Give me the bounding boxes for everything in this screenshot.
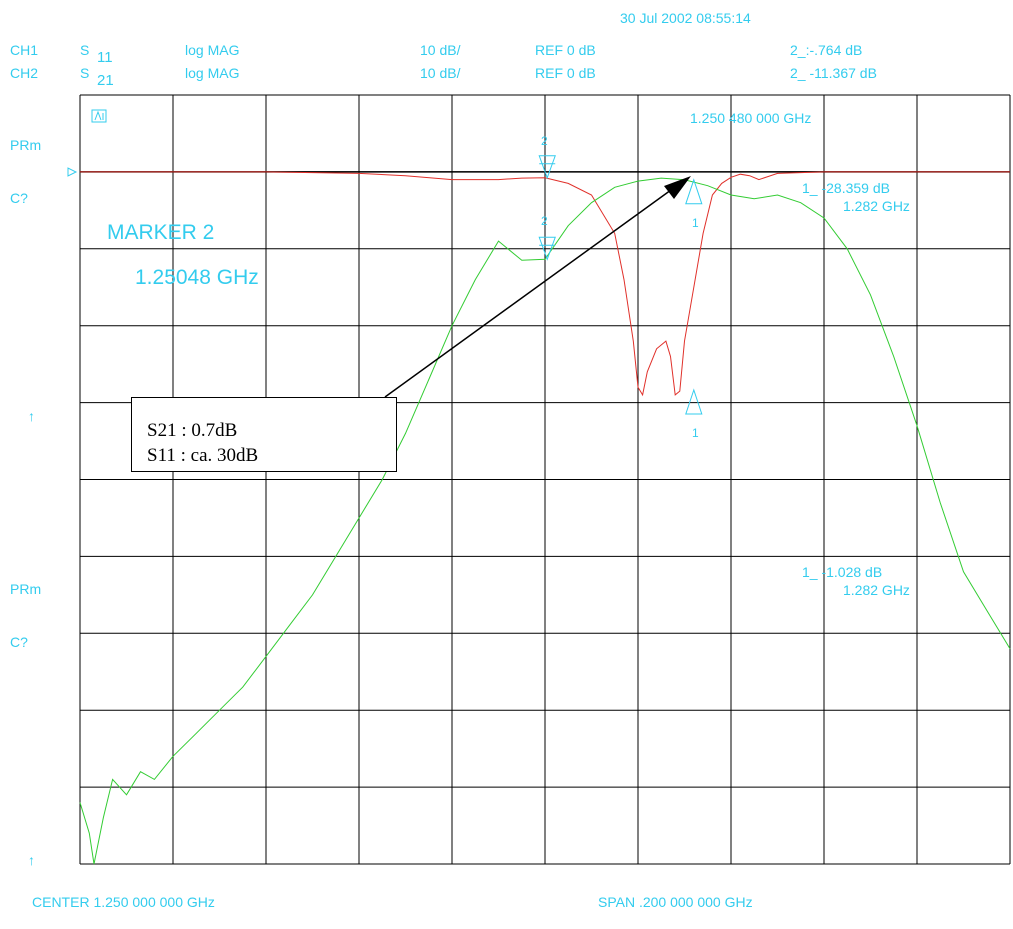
- marker-1-number: 1: [692, 216, 699, 230]
- format-label: log MAG: [185, 65, 240, 81]
- annotation-box: S21 : 0.7dB S11 : ca. 30dB: [131, 397, 397, 472]
- span-label: SPAN .200 000 000 GHz: [598, 894, 753, 910]
- marker-2-number: 2: [541, 134, 548, 148]
- marker-1-triangle: [685, 388, 703, 415]
- reference-pointer-icon: [67, 167, 78, 177]
- marker-1-s11-value: 1_ -28.359 dB: [802, 180, 890, 196]
- marker-1-number: 1: [692, 426, 699, 440]
- marker-readout: 2_ -11.367 dB: [790, 65, 877, 81]
- annotation-line-s11: S11 : ca. 30dB: [147, 445, 259, 466]
- reference-label: REF 0 dB: [535, 65, 596, 81]
- prm-label: PRm: [10, 137, 42, 153]
- arrow-up-icon: ↑: [28, 408, 35, 424]
- marker-1-s21-value: 1_ -1.028 dB: [802, 564, 883, 580]
- annotation-arrow: [384, 176, 691, 398]
- parameter-subscript: 11: [97, 49, 113, 66]
- marker-2-triangle: [538, 155, 556, 180]
- arrow-up-icon: ↑: [28, 852, 35, 868]
- marker-2-triangle: [538, 236, 556, 261]
- trace-s11: [80, 171, 1010, 397]
- hold-icon: [91, 109, 107, 123]
- marker-box-frequency: 1.25048 GHz: [135, 266, 259, 289]
- marker-readout: 2_:-.764 dB: [790, 42, 863, 58]
- marker-2-number: 2: [541, 214, 548, 228]
- timestamp: 30 Jul 2002 08:55:14: [620, 10, 751, 26]
- format-label: log MAG: [185, 42, 240, 58]
- marker-1-s21-frequency: 1.282 GHz: [843, 582, 910, 598]
- reference-label: REF 0 dB: [535, 42, 596, 58]
- channel-label: CH2: [10, 65, 39, 81]
- scale-label: 10 dB/: [420, 65, 461, 81]
- marker-1-triangle: [685, 178, 703, 205]
- parameter-label: S: [80, 42, 90, 58]
- channel-label: CH1: [10, 42, 39, 58]
- markers: [538, 155, 703, 415]
- c-label: C?: [10, 190, 28, 206]
- marker-frequency-readout: 1.250 480 000 GHz: [690, 110, 812, 126]
- center-frequency-label: CENTER 1.250 000 000 GHz: [32, 894, 215, 910]
- scale-label: 10 dB/: [420, 42, 461, 58]
- annotation-line-s21: S21 : 0.7dB: [147, 420, 238, 441]
- marker-1-s11-frequency: 1.282 GHz: [843, 198, 910, 214]
- c-label: C?: [10, 634, 28, 650]
- trace-s21: [79, 177, 1011, 865]
- marker-box-title: MARKER 2: [107, 221, 215, 244]
- parameter-subscript: 21: [97, 72, 114, 89]
- prm-label: PRm: [10, 581, 42, 597]
- parameter-label: S: [80, 65, 90, 81]
